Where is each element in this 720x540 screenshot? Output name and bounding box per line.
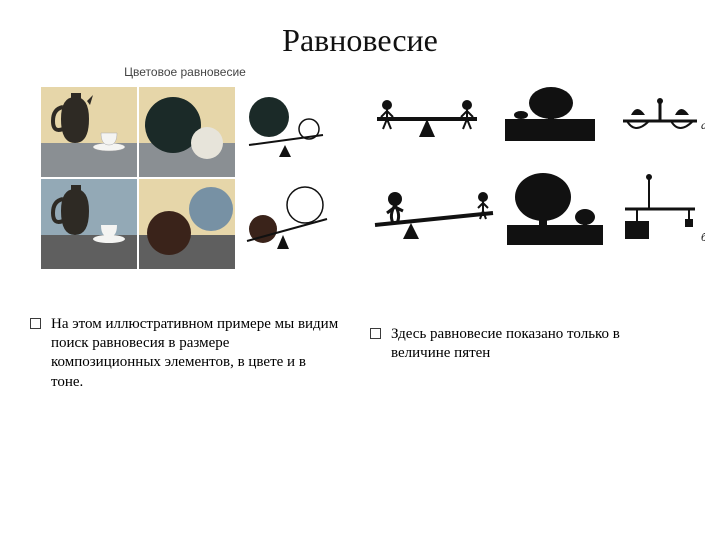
seesaw-offset [375, 192, 493, 239]
trees-asym [507, 173, 603, 245]
bullet-marker-icon [30, 318, 41, 329]
left-bullet-text: На этом иллюстративном примере мы видим … [51, 315, 340, 392]
figure-row: Цветовое равновесие [0, 65, 720, 269]
svg-text:б: б [701, 230, 705, 244]
scale-asym: б [625, 174, 705, 244]
right-bullet: Здесь равновесие показано только в велич… [370, 325, 670, 363]
left-column: Цветовое равновесие [10, 65, 360, 269]
slide-title: Равновесие [0, 0, 720, 65]
svg-text:а: а [701, 118, 705, 132]
color-balance-grid [35, 83, 335, 269]
bullet-marker-icon [370, 328, 381, 339]
right-column: а [360, 65, 710, 269]
scale-symmetric: а [623, 98, 705, 132]
left-bullet-col: На этом иллюстративном примере мы видим … [30, 315, 360, 392]
bullet-row: На этом иллюстративном примере мы видим … [0, 315, 720, 392]
seesaw-equal [377, 100, 477, 137]
left-subtitle: Цветовое равновесие [124, 65, 246, 79]
right-bullet-col: Здесь равновесие показано только в велич… [360, 325, 690, 392]
right-bullet-text: Здесь равновесие показано только в велич… [391, 325, 670, 363]
left-bullet: На этом иллюстративном примере мы видим … [30, 315, 340, 392]
tree-on-ground [505, 87, 595, 141]
silhouette-grid: а [365, 79, 705, 269]
